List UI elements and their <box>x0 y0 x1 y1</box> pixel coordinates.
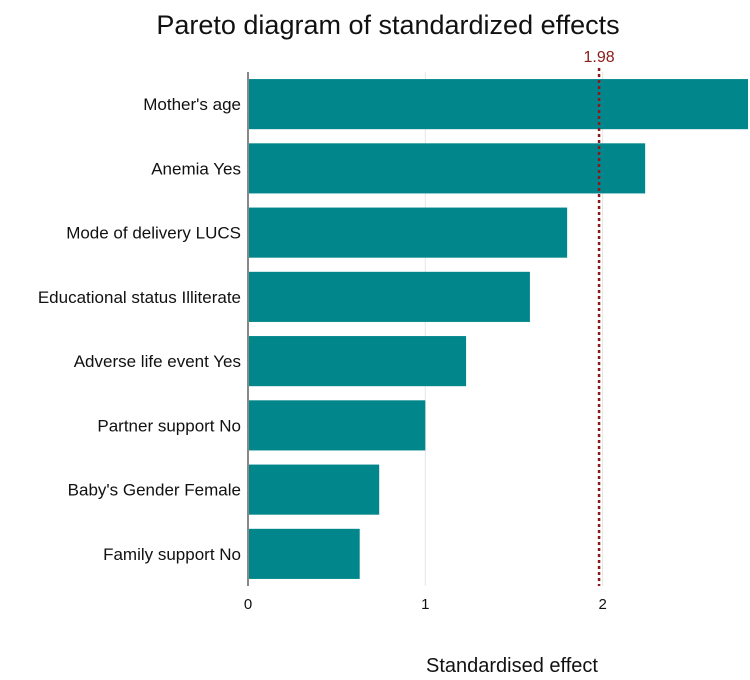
bar <box>248 79 748 130</box>
category-label: Partner support No <box>97 416 241 435</box>
category-label: Mother's age <box>143 95 241 114</box>
category-labels: Mother's age Anemia Yes Mode of delivery L… <box>38 95 241 564</box>
bar <box>248 271 530 322</box>
bar <box>248 336 467 387</box>
category-label: Baby's Gender Female <box>68 481 241 500</box>
bar <box>248 400 426 451</box>
reference-line-group: 1.98 <box>583 49 615 586</box>
bar <box>248 464 380 515</box>
bars <box>248 79 748 579</box>
x-axis-label: Standardised effect <box>426 655 598 677</box>
x-tick-label: 2 <box>598 596 606 613</box>
category-label: Adverse life event Yes <box>74 352 241 371</box>
reference-line-label: 1.98 <box>583 49 614 66</box>
bar <box>248 528 360 579</box>
x-tick-labels: 0 1 2 <box>244 596 607 613</box>
bar <box>248 207 568 258</box>
category-label: Anemia Yes <box>151 159 241 178</box>
category-label: Mode of delivery LUCS <box>66 224 241 243</box>
category-label: Family support No <box>103 545 241 564</box>
x-tick-label: 0 <box>244 596 252 613</box>
chart-title: Pareto diagram of standardized effects <box>156 10 619 40</box>
x-tick-label: 1 <box>421 596 429 613</box>
category-label: Educational status Illiterate <box>38 288 241 307</box>
bar <box>248 143 646 194</box>
